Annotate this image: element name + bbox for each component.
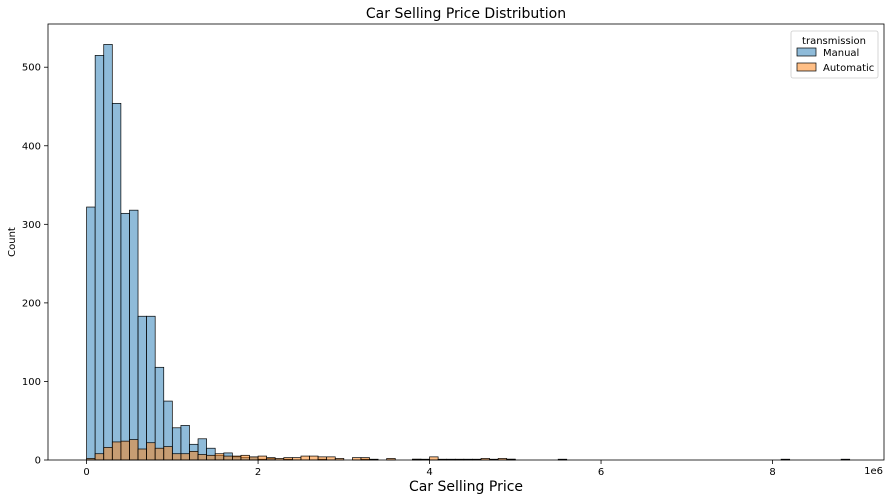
bar-manual-3 [111, 102, 122, 461]
legend-swatch-automatic [796, 62, 817, 72]
y-tick-label-4: 400 [22, 141, 41, 152]
bar-automatic-26 [309, 455, 319, 461]
bar-manual-6 [137, 315, 147, 461]
plot-frame [47, 23, 885, 461]
bar-manual-0 [86, 206, 96, 461]
bar-automatic-12 [189, 451, 199, 461]
chart-title: Car Selling Price Distribution [366, 6, 566, 22]
y-tick-label-1: 100 [22, 377, 41, 388]
bar-automatic-17 [232, 455, 242, 461]
bar-automatic-1 [94, 453, 105, 461]
bar-automatic-18 [240, 454, 250, 461]
x-tick-label-2: 4 [426, 467, 432, 478]
bar-automatic-20 [257, 455, 267, 461]
y-tick-label-5: 500 [22, 63, 41, 74]
x-tick-label-0: 0 [83, 467, 89, 478]
x-axis-ticks: 0 2 4 6 8 [83, 460, 776, 478]
bar-manual-2 [103, 44, 113, 461]
bar-manual-7 [146, 315, 156, 461]
x-tick-label-4: 8 [769, 467, 775, 478]
bar-manual-8 [154, 366, 165, 461]
x-axis-label: Car Selling Price [409, 479, 523, 495]
bar-automatic-3 [111, 441, 122, 461]
bar-automatic-13 [197, 454, 207, 461]
bar-automatic-36 [429, 456, 439, 461]
bar-automatic-14 [206, 454, 216, 461]
bar-automatic-11 [180, 453, 190, 461]
bar-automatic-27 [317, 456, 328, 461]
bar-automatic-19 [249, 456, 259, 461]
bar-automatic-25 [300, 455, 310, 461]
legend-label-automatic: Automatic [823, 63, 874, 74]
bar-automatic-16 [223, 455, 233, 461]
bar-automatic-7 [146, 442, 156, 461]
bar-automatic-28 [326, 456, 336, 461]
y-axis-ticks: 0 100 200 300 400 500 [22, 63, 48, 467]
bar-automatic-5 [129, 439, 139, 461]
bar-automatic-9 [163, 446, 173, 461]
x-offset-label: 1e6 [864, 466, 883, 477]
x-tick-label-1: 2 [255, 467, 261, 478]
bar-automatic-4 [120, 440, 130, 461]
y-axis-label: Count [7, 227, 18, 257]
x-tick-label-3: 6 [598, 467, 604, 478]
bar-manual-1 [94, 55, 105, 461]
legend-label-manual: Manual [823, 48, 859, 59]
bar-manual-4 [120, 212, 130, 461]
bar-automatic-2 [103, 447, 113, 461]
bar-automatic-15 [214, 453, 225, 461]
bar-automatic-8 [154, 447, 165, 461]
bar-automatic-6 [137, 448, 147, 461]
legend-swatch-manual [796, 47, 817, 57]
y-tick-label-0: 0 [35, 456, 41, 467]
y-tick-label-2: 200 [22, 298, 41, 309]
bar-automatic-10 [171, 453, 182, 461]
legend: transmission Manual Automatic [790, 30, 879, 79]
legend-title: transmission [802, 36, 866, 47]
y-tick-label-3: 300 [22, 220, 41, 231]
bars-layer [86, 44, 851, 461]
bar-manual-5 [129, 209, 139, 461]
